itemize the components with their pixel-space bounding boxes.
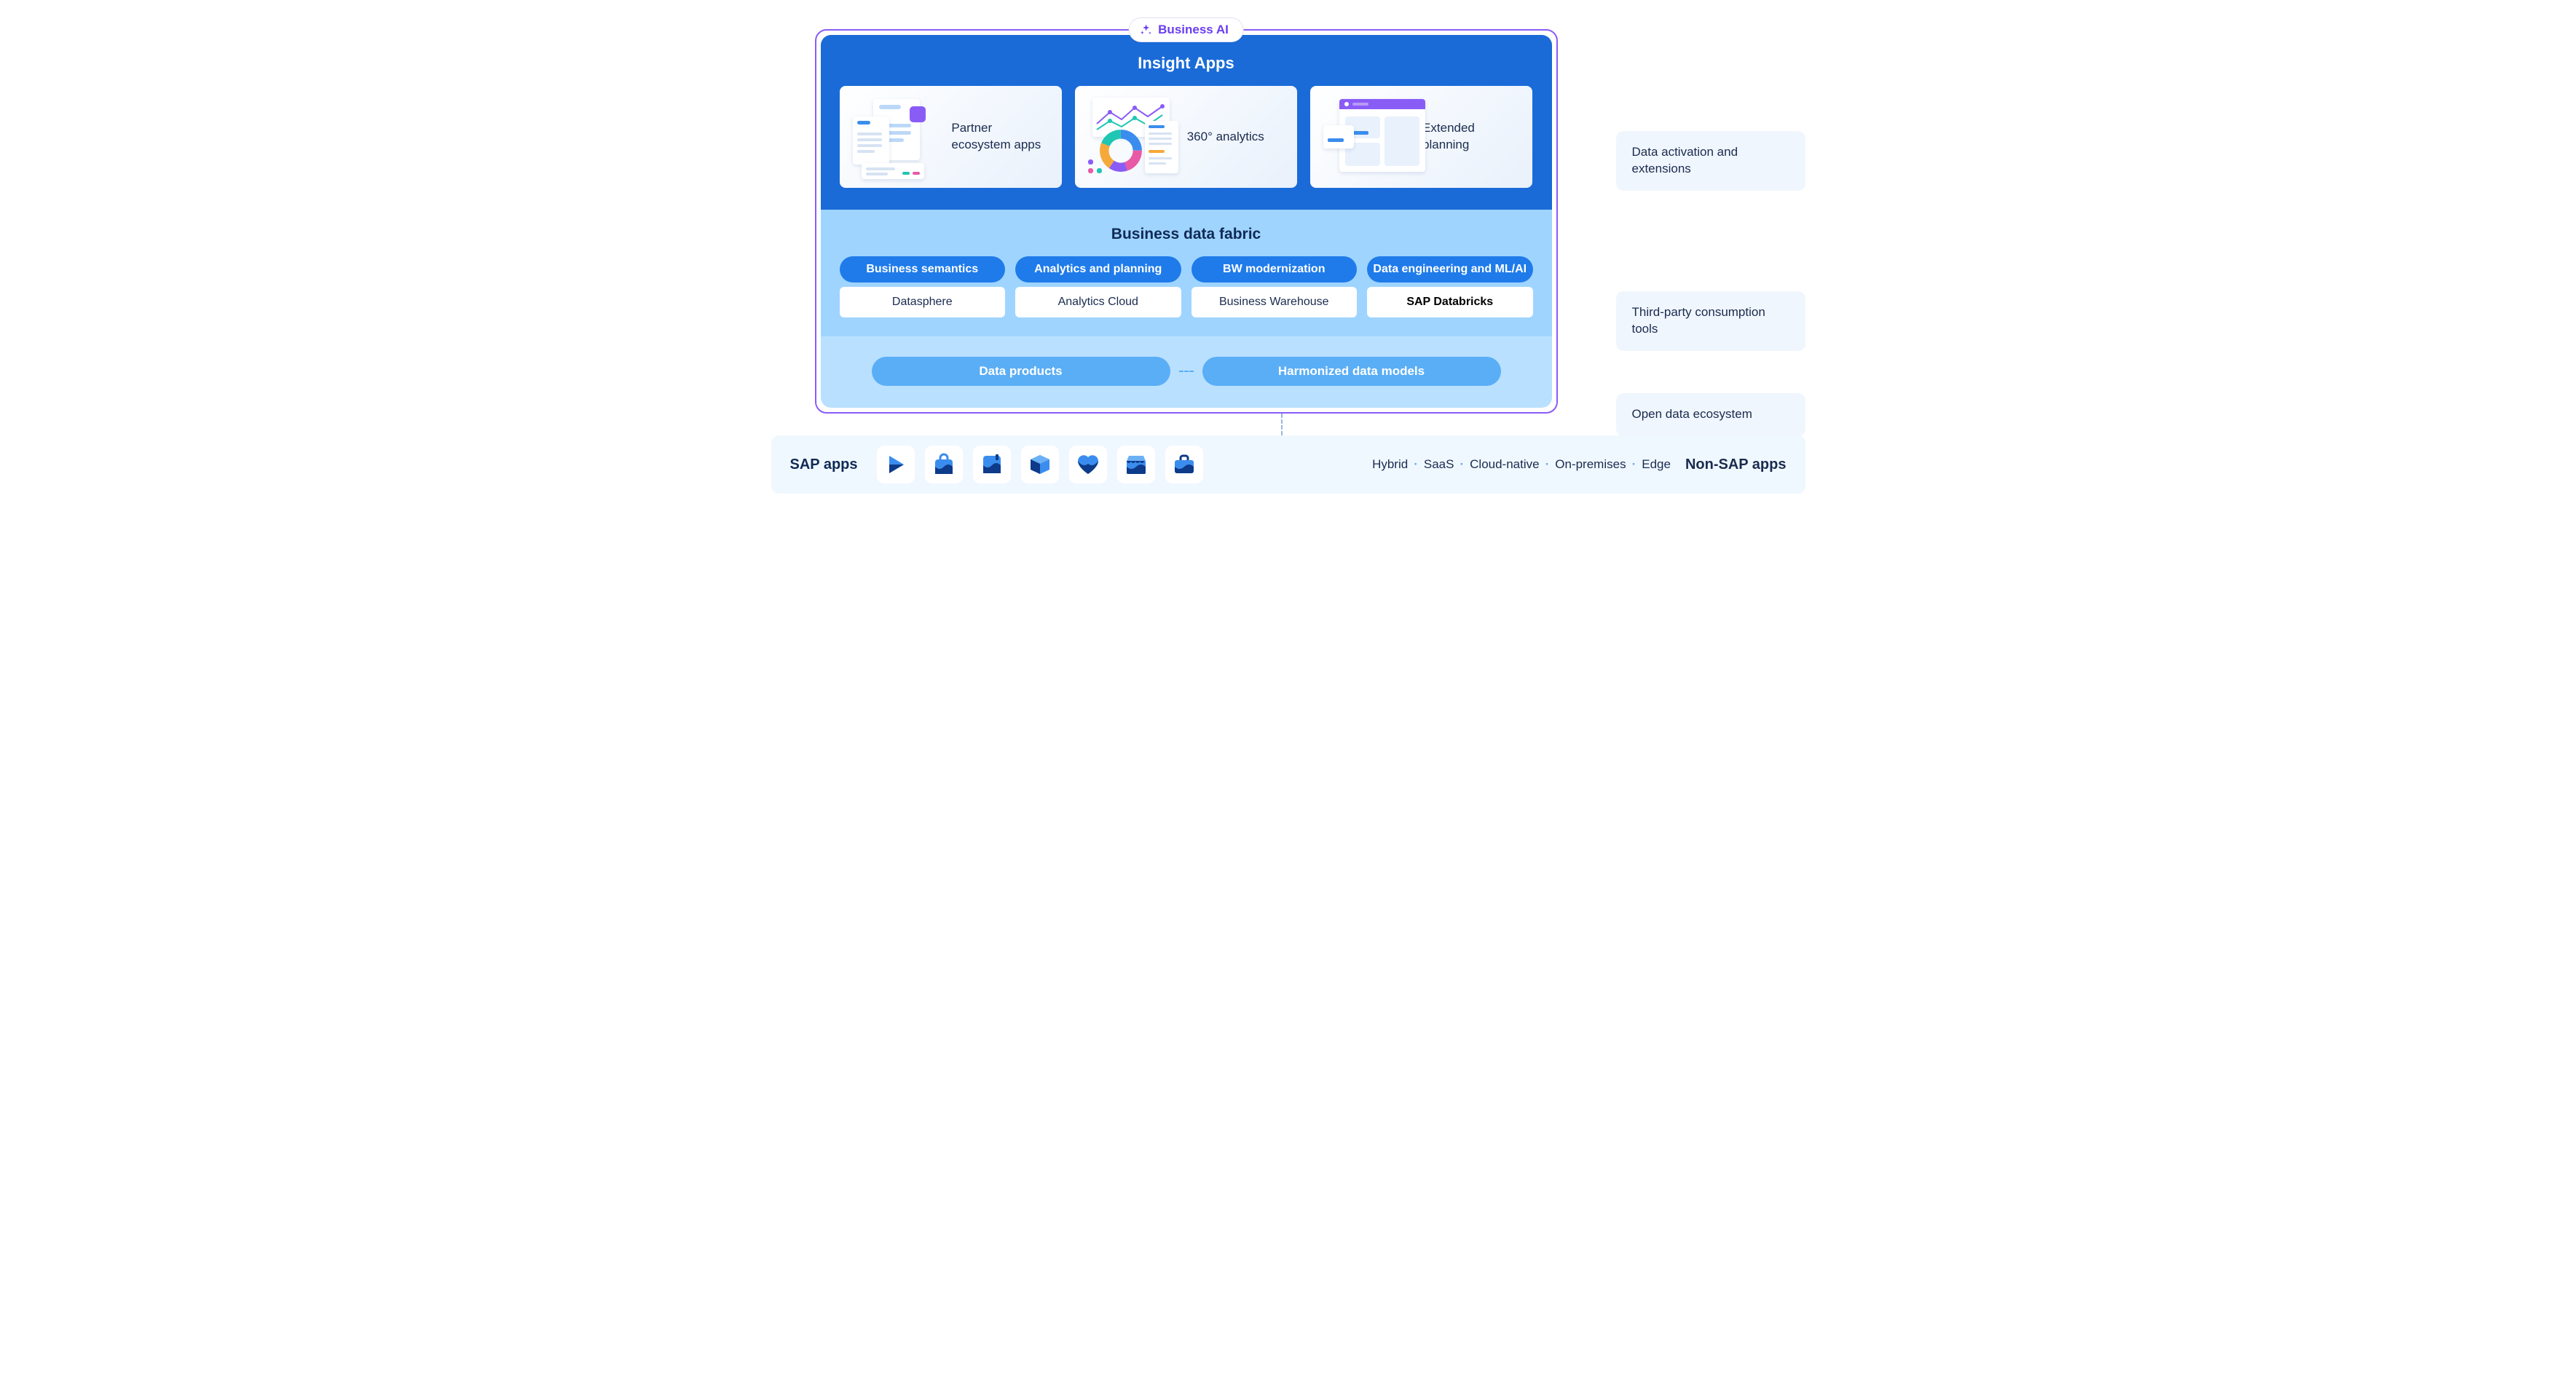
col-head: BW modernization bbox=[1192, 256, 1358, 282]
app-icon-book bbox=[973, 446, 1011, 483]
separator-dot: · bbox=[1414, 457, 1418, 472]
card-360-analytics: 360° analytics bbox=[1075, 86, 1297, 188]
pill-harmonized-models: Harmonized data models bbox=[1202, 357, 1501, 386]
diagram-canvas: Business AI Insight Apps bbox=[771, 29, 1805, 494]
col-head: Business semantics bbox=[840, 256, 1006, 282]
tag: Cloud-native bbox=[1470, 457, 1539, 472]
card-extended-planning: Extended planning bbox=[1310, 86, 1532, 188]
callout-third-party: Third-party consumption tools bbox=[1616, 291, 1805, 351]
col-body: Datasphere bbox=[840, 287, 1006, 317]
callout-open-ecosystem: Open data ecosystem bbox=[1616, 393, 1805, 436]
col-body: Analytics Cloud bbox=[1015, 287, 1181, 317]
non-sap-apps-label: Non-SAP apps bbox=[1685, 457, 1787, 473]
vertical-connector bbox=[1281, 414, 1283, 435]
app-icon-play bbox=[877, 446, 915, 483]
fabric-section: Business data fabric Business semantics … bbox=[821, 210, 1552, 336]
main-frame: Business AI Insight Apps bbox=[815, 29, 1558, 414]
insight-apps-section: Insight Apps bbox=[821, 35, 1552, 210]
col-body: SAP Databricks bbox=[1367, 287, 1533, 317]
separator-dot: · bbox=[1632, 457, 1636, 472]
card-label: Partner ecosystem apps bbox=[951, 120, 1048, 154]
sap-app-icons bbox=[877, 446, 1203, 483]
business-ai-badge: Business AI bbox=[1128, 17, 1244, 42]
tag: Hybrid bbox=[1372, 457, 1408, 472]
separator-dot: · bbox=[1460, 457, 1464, 472]
fabric-col-analytics: Analytics and planning Analytics Cloud bbox=[1015, 256, 1181, 317]
partner-ecosystem-illustration bbox=[853, 96, 943, 178]
fabric-col-bw: BW modernization Business Warehouse bbox=[1192, 256, 1358, 317]
fabric-title: Business data fabric bbox=[840, 226, 1533, 243]
app-icon-bag bbox=[925, 446, 963, 483]
fabric-columns: Business semantics Datasphere Analytics … bbox=[840, 256, 1533, 317]
badge-label: Business AI bbox=[1158, 23, 1229, 37]
fabric-col-semantics: Business semantics Datasphere bbox=[840, 256, 1006, 317]
planning-illustration bbox=[1323, 96, 1414, 178]
pill-data-products: Data products bbox=[872, 357, 1170, 386]
app-icon-briefcase bbox=[1165, 446, 1203, 483]
tag: SaaS bbox=[1424, 457, 1454, 472]
open-data-section: Data products Harmonized data models bbox=[821, 336, 1552, 408]
app-icon-box bbox=[1021, 446, 1059, 483]
sparkle-icon bbox=[1139, 23, 1152, 36]
card-label: 360° analytics bbox=[1187, 129, 1284, 146]
col-body: Business Warehouse bbox=[1192, 287, 1358, 317]
card-partner-ecosystem: Partner ecosystem apps bbox=[840, 86, 1062, 188]
deployment-tags: Hybrid · SaaS · Cloud-native · On-premises ·… bbox=[1372, 457, 1786, 473]
fabric-col-ml: Data engineering and ML/AI SAP Databrick… bbox=[1367, 256, 1533, 317]
tag: Edge bbox=[1642, 457, 1671, 472]
app-icon-heart bbox=[1069, 446, 1107, 483]
callout-activation: Data activation and extensions bbox=[1616, 131, 1805, 191]
apps-strip: SAP apps Hybrid · bbox=[771, 435, 1805, 494]
analytics-illustration bbox=[1088, 96, 1178, 178]
insight-cards-row: Partner ecosystem apps bbox=[840, 86, 1533, 188]
col-head: Analytics and planning bbox=[1015, 256, 1181, 282]
tag: On-premises bbox=[1555, 457, 1626, 472]
col-head: Data engineering and ML/AI bbox=[1367, 256, 1533, 282]
card-label: Extended planning bbox=[1422, 120, 1519, 154]
separator-dot: · bbox=[1545, 457, 1550, 472]
sap-apps-label: SAP apps bbox=[790, 457, 858, 473]
app-icon-store bbox=[1117, 446, 1155, 483]
pill-connector bbox=[1179, 371, 1194, 372]
insight-apps-title: Insight Apps bbox=[840, 54, 1533, 73]
